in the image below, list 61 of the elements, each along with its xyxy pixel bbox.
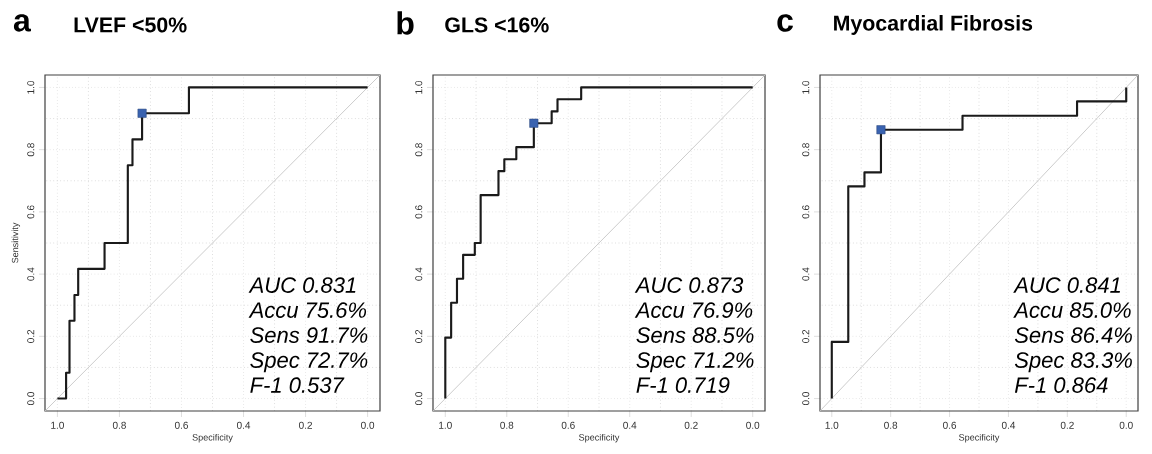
annotation: AUC 0.841 — [1013, 277, 1120, 293]
annotation: Sens 86.4% — [1014, 327, 1132, 343]
x-tick-label: 1.0 — [825, 421, 839, 429]
x-tick-label: 0.6 — [943, 421, 957, 429]
y-tick-label: 0.8 — [415, 143, 423, 157]
x-tick-label: 0.2 — [299, 421, 313, 429]
annotation: F-1 0.537 — [250, 377, 345, 393]
y-tick-label: 0.6 — [802, 205, 810, 219]
text: b — [397, 11, 414, 35]
y-tick-label: 0.8 — [27, 143, 35, 157]
chart-title: Myocardial Fibrosis — [834, 14, 1033, 35]
text: a — [13, 14, 31, 32]
y-tick-label: 1.0 — [802, 80, 810, 94]
x-tick-label: 0.4 — [623, 421, 637, 429]
y-tick-label: 0.4 — [802, 267, 810, 281]
annotation: F-1 0.719 — [636, 377, 730, 393]
x-tick-label: 0.0 — [746, 421, 760, 429]
annotation: F-1 0.864 — [1014, 377, 1108, 393]
x-tick-label: 0.8 — [112, 421, 126, 429]
annotation: AUC 0.873 — [634, 277, 744, 293]
x-tick-label: 1.0 — [439, 421, 452, 429]
x-tick-label: 0.4 — [236, 421, 251, 429]
x-tick-label: 0.8 — [884, 421, 898, 429]
x-axis-title: Specificity — [579, 433, 620, 443]
y-tick-label: 0.6 — [27, 205, 35, 219]
x-tick-label: 0.2 — [684, 421, 698, 429]
y-tick-label: 0.0 — [27, 392, 35, 406]
annotation: Sens 91.7% — [250, 327, 368, 343]
y-axis-title: Sensitivity — [11, 222, 21, 263]
y-tick-label: 0.2 — [415, 329, 423, 343]
x-tick-label: 1.0 — [51, 421, 64, 429]
x-tick-label: 0.0 — [1119, 421, 1133, 429]
annotation: Spec 71.2% — [636, 352, 754, 373]
y-tick-label: 0.2 — [802, 329, 810, 343]
y-tick-label: 0.8 — [802, 143, 810, 157]
y-tick-label: 0.2 — [27, 329, 35, 343]
y-tick-label: 0.4 — [415, 267, 423, 281]
annotation: Spec 72.7% — [250, 352, 368, 373]
annotation: AUC 0.831 — [248, 277, 356, 293]
y-tick-label: 1.0 — [415, 80, 423, 94]
y-tick-label: 0.0 — [415, 392, 423, 406]
x-tick-label: 0.6 — [174, 421, 188, 429]
annotation: Accu 85.0% — [1013, 302, 1131, 318]
y-tick-label: 0.0 — [802, 392, 810, 406]
x-tick-label: 0.4 — [1001, 421, 1016, 429]
annotation: Spec 83.3% — [1014, 352, 1132, 373]
y-tick-label: 0.4 — [27, 267, 35, 281]
chart-title: LVEF <50% — [74, 17, 187, 33]
y-tick-label: 1.0 — [27, 80, 35, 94]
x-tick-label: 0.8 — [500, 421, 514, 429]
annotation: Accu 76.9% — [634, 302, 753, 318]
x-axis-title: Specificity — [959, 433, 1000, 443]
annotation: Accu 75.6% — [248, 302, 367, 318]
annotation: Sens 88.5% — [636, 327, 754, 343]
text: c — [777, 14, 793, 32]
x-tick-label: 0.0 — [361, 421, 375, 429]
x-axis-title: Specificity — [192, 433, 233, 443]
y-tick-label: 0.6 — [415, 205, 423, 219]
x-tick-label: 0.2 — [1060, 421, 1074, 429]
x-tick-label: 0.6 — [561, 421, 575, 429]
chart-title: GLS <16% — [445, 17, 549, 33]
